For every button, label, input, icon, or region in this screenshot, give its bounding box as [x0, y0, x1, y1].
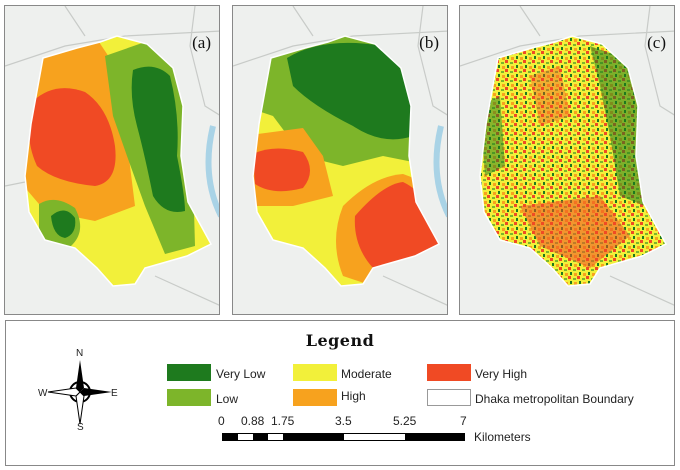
map-b-svg — [233, 6, 447, 314]
legend-box: Legend — [5, 320, 675, 466]
compass-e: E — [111, 388, 118, 399]
susceptibility-zones-a — [25, 36, 211, 286]
legend-label-low: Low — [216, 392, 239, 406]
legend-label-boundary: Dhaka metropolitan Boundary — [475, 392, 634, 406]
panel-label: (c) — [647, 33, 666, 52]
legend-label-very-high: Very High — [475, 367, 528, 381]
basemap-roads — [5, 6, 219, 306]
basemap-roads — [233, 6, 447, 306]
legend-label-moderate: Moderate — [341, 367, 392, 381]
scale-tick: 1.75 — [271, 414, 295, 428]
map-panel-c: (c) — [459, 5, 675, 315]
map-a-svg — [5, 6, 219, 314]
scale-segment — [283, 434, 344, 440]
scale-segment — [405, 434, 464, 440]
basemap-roads — [460, 6, 674, 306]
scale-tick: 5.25 — [393, 414, 417, 428]
scale-bar — [222, 433, 465, 441]
scale-tick: 7 — [460, 414, 467, 428]
scale-segment — [344, 434, 405, 440]
map-panel-a: (a) — [4, 5, 220, 315]
panel-label: (a) — [192, 33, 211, 52]
legend-swatch-low — [167, 389, 211, 406]
legend-swatch-very-low — [167, 364, 211, 381]
scale-segment — [268, 434, 283, 440]
dhaka-boundary-a — [24, 35, 213, 287]
scale-segment — [238, 434, 253, 440]
compass-rose-icon — [47, 360, 112, 425]
legend-swatch-moderate — [293, 364, 337, 381]
compass-n: N — [76, 348, 84, 359]
scale-tick: 0 — [218, 414, 225, 428]
legend-label-high: High — [341, 389, 366, 403]
map-panel-b: (b) — [232, 5, 448, 315]
map-c-svg — [460, 6, 674, 314]
legend-swatch-high — [293, 389, 337, 406]
scale-tick: 3.5 — [335, 414, 352, 428]
legend-swatch-boundary — [427, 389, 471, 406]
river — [205, 125, 219, 218]
legend-title: Legend — [305, 331, 375, 350]
compass-w: W — [38, 388, 48, 399]
dhaka-boundary-b — [252, 35, 441, 287]
scale-segment — [253, 434, 268, 440]
dhaka-boundary-c — [479, 35, 668, 287]
river — [433, 125, 447, 218]
scale-segment — [223, 434, 238, 440]
legend-label-very-low: Very Low — [216, 367, 266, 381]
scale-units: Kilometers — [474, 430, 531, 444]
legend-swatch-very-high — [427, 364, 471, 381]
compass-s: S — [77, 422, 84, 433]
north-arrow-icon: N S E W — [38, 348, 120, 433]
panel-label: (b) — [419, 33, 439, 52]
scale-tick: 0.88 — [241, 414, 265, 428]
